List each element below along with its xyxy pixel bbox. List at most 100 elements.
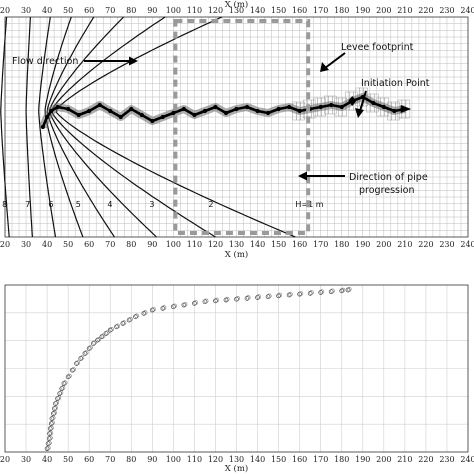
contour-label: 4 — [107, 200, 112, 209]
contour-label: 8 — [2, 200, 7, 209]
scatter-point — [224, 296, 230, 302]
scatter-point — [244, 296, 250, 301]
scatter-point — [255, 295, 260, 300]
scatter-point — [67, 373, 72, 379]
scatter-point — [214, 297, 219, 303]
levee-footprint-label: Levee footprint — [341, 42, 414, 53]
scatter-point — [58, 390, 64, 396]
scatter-point — [49, 425, 54, 431]
pipe-node — [171, 110, 176, 116]
initiation-point-marker — [348, 96, 357, 106]
top-tick-label-lower: 120 — [208, 240, 223, 249]
scatter-point — [69, 367, 75, 373]
bottom-tick-label: 130 — [229, 455, 244, 464]
top-tick-label-lower: 140 — [250, 240, 265, 249]
bottom-tick-label: 110 — [187, 455, 202, 464]
scatter-point — [307, 291, 313, 296]
top-xlabel-upper: X (m) — [225, 0, 248, 10]
bottom-tick-label: 120 — [208, 455, 223, 464]
top-tick-label-upper: 60 — [84, 6, 94, 15]
scatter-point — [172, 303, 177, 309]
scatter-point — [340, 287, 346, 293]
scatter-point — [330, 288, 335, 294]
scatter-point — [56, 395, 62, 401]
scatter-point — [60, 385, 66, 391]
pipe-node — [118, 114, 123, 120]
scatter-point — [151, 306, 156, 312]
scatter-point — [121, 320, 127, 325]
top-tick-label-lower: 170 — [313, 240, 328, 249]
scatter-point — [49, 416, 55, 421]
scatter-point — [182, 301, 188, 307]
bottom-tick-label: 160 — [292, 455, 307, 464]
pipe-node — [44, 114, 50, 120]
pipe-node — [181, 106, 186, 112]
pipe-node — [223, 110, 229, 116]
top-tick-label-lower: 60 — [84, 240, 94, 249]
top-tick-label-lower: 220 — [418, 240, 433, 249]
pipe-node — [255, 108, 260, 114]
top-tick-label-upper: 40 — [42, 6, 52, 15]
top-tick-label-lower: 110 — [187, 240, 202, 249]
scatter-point — [181, 302, 187, 308]
top-tick-label-upper: 140 — [250, 6, 265, 15]
contour-line — [55, 16, 296, 238]
top-tick-label-lower: 30 — [21, 240, 31, 249]
top-tick-label-upper: 120 — [208, 6, 223, 15]
top-plot-frame — [4, 16, 469, 238]
scatter-point — [160, 306, 166, 311]
pipe-node — [318, 104, 323, 110]
top-tick-label-upper: 210 — [397, 6, 412, 15]
scatter-point — [192, 301, 197, 306]
bottom-plot-frame — [4, 284, 469, 453]
bottom-tick-label: 20 — [0, 455, 10, 464]
scatter-point — [126, 317, 132, 323]
scatter-point — [82, 351, 88, 356]
scatter-point — [213, 298, 218, 304]
bottom-ticks: 20 30 40 50 60 70 80 90 100 110 120 130 140 150 160 170… — [0, 455, 474, 464]
scatter-point — [74, 361, 79, 366]
pipe-node — [87, 108, 92, 114]
contour-line — [0, 16, 10, 238]
scatter-point — [286, 292, 292, 298]
contour-line — [38, 16, 57, 238]
top-tick-label-lower: 50 — [63, 240, 73, 249]
scatter-point — [54, 400, 60, 406]
pipe-node — [55, 104, 60, 110]
top-tick-label-upper: 100 — [166, 6, 181, 15]
top-tick-label-upper: 110 — [187, 6, 202, 15]
pipe-direction-arrow — [298, 171, 345, 181]
top-tick-label-lower: 240 — [460, 240, 474, 249]
top-tick-label-upper: 30 — [21, 6, 31, 15]
scatter-point — [128, 316, 133, 322]
scatter-point — [75, 360, 81, 365]
top-tick-label-lower: 200 — [376, 240, 391, 249]
bottom-tick-label: 50 — [63, 455, 73, 464]
bottom-tick-label: 150 — [271, 455, 286, 464]
scatter-point — [120, 321, 126, 326]
scatter-point — [47, 440, 52, 446]
scatter-point — [235, 296, 240, 301]
scatter-point — [346, 286, 352, 292]
scatter-point — [51, 411, 56, 416]
scatter-point — [245, 295, 251, 300]
scatter-point — [59, 386, 65, 391]
top-ticks-lower: 20 30 40 50 60 70 80 90 100 110 120 130 140 150 160 170… — [0, 240, 474, 249]
top-tick-label-upper: 50 — [63, 6, 73, 15]
scatter-point — [109, 326, 114, 332]
scatter-point — [133, 314, 138, 320]
scatter-point — [53, 401, 58, 406]
initiation-point-label: Initiation Point — [361, 78, 430, 89]
scatter-point — [47, 431, 52, 436]
bottom-tick-label: 230 — [439, 455, 454, 464]
pipe-node — [392, 108, 397, 114]
top-contours: 8 7 6 5 4 3 2 H=1 m — [0, 16, 324, 238]
pipe-node — [129, 106, 134, 112]
bottom-tick-label: 170 — [313, 455, 328, 464]
levee-footprint-arrow — [320, 52, 346, 72]
contour-line — [46, 16, 115, 238]
top-tick-label-upper: 240 — [460, 6, 474, 15]
top-tick-label-lower: 150 — [271, 240, 286, 249]
bottom-tick-label: 210 — [397, 455, 412, 464]
